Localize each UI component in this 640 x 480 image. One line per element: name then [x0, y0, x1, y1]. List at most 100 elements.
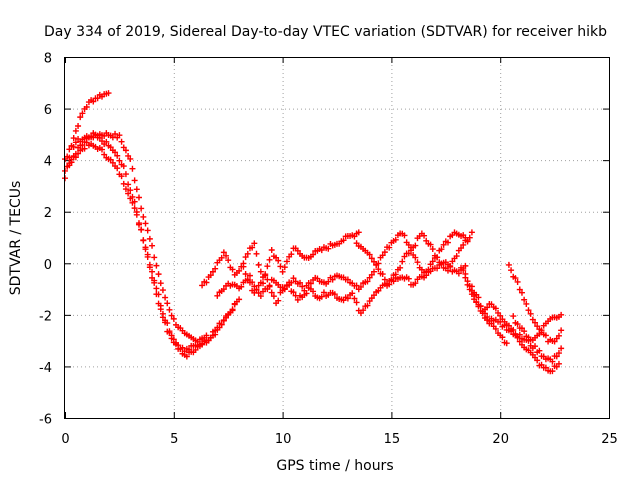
data-point — [405, 275, 412, 282]
series-track-2 — [62, 130, 210, 345]
data-point — [397, 264, 404, 271]
data-point — [516, 286, 523, 293]
data-point — [220, 286, 227, 293]
data-point — [318, 293, 325, 300]
data-point — [192, 346, 199, 353]
data-point — [268, 289, 275, 296]
data-point — [532, 319, 539, 326]
data-point — [209, 268, 216, 275]
data-point — [499, 334, 506, 341]
data-point — [364, 302, 371, 309]
data-point — [464, 281, 471, 288]
data-point — [116, 157, 123, 164]
data-point — [229, 306, 236, 313]
data-point — [462, 262, 469, 269]
data-point — [532, 343, 539, 350]
data-point — [155, 300, 162, 307]
data-point — [297, 279, 304, 286]
data-point — [183, 353, 190, 360]
data-points — [62, 90, 565, 375]
data-point — [238, 283, 245, 290]
data-point — [155, 271, 162, 278]
data-point — [125, 181, 132, 188]
data-point — [118, 138, 125, 145]
data-point — [558, 345, 565, 352]
data-point — [223, 314, 230, 321]
x-tick-label: 0 — [61, 432, 69, 447]
data-point — [162, 294, 169, 301]
series-track-12 — [505, 261, 565, 345]
data-point — [66, 146, 73, 153]
data-point — [514, 278, 521, 285]
data-point — [168, 312, 175, 319]
data-point — [521, 296, 528, 303]
data-point — [299, 283, 306, 290]
data-point — [281, 264, 288, 271]
x-axis-label: GPS time / hours — [276, 458, 393, 474]
data-point — [246, 272, 253, 279]
data-point — [140, 237, 147, 244]
data-point — [214, 292, 221, 299]
data-point — [103, 138, 110, 145]
data-point — [444, 239, 451, 246]
data-point — [434, 265, 441, 272]
data-point — [518, 289, 525, 296]
data-point — [288, 251, 295, 258]
data-point — [427, 241, 434, 248]
data-point — [157, 306, 164, 313]
x-tick-label: 15 — [384, 432, 401, 447]
data-point — [70, 135, 77, 142]
data-point — [458, 245, 465, 252]
data-point — [125, 190, 132, 197]
data-point — [257, 268, 264, 275]
data-point — [449, 258, 456, 265]
data-point — [229, 266, 236, 273]
data-point — [116, 132, 123, 139]
data-point — [286, 281, 293, 288]
data-point — [77, 114, 84, 121]
data-point — [455, 270, 462, 277]
data-point — [242, 254, 249, 261]
data-point — [399, 258, 406, 265]
data-point — [501, 322, 508, 329]
data-point — [392, 271, 399, 278]
y-tick-label: 4 — [44, 155, 52, 170]
data-point — [133, 186, 140, 193]
data-point — [423, 272, 430, 279]
data-point — [246, 279, 253, 286]
data-point — [412, 242, 419, 249]
data-point — [122, 147, 129, 154]
data-point — [268, 246, 275, 253]
series-track-4 — [66, 131, 238, 360]
data-point — [460, 267, 467, 274]
data-point — [438, 246, 445, 253]
data-point — [444, 267, 451, 274]
data-point — [129, 193, 136, 200]
data-point — [381, 249, 388, 256]
data-point — [264, 263, 271, 270]
data-point — [492, 325, 499, 332]
data-point — [75, 122, 82, 129]
data-point — [453, 253, 460, 260]
data-point — [164, 300, 171, 307]
data-point — [460, 241, 467, 248]
data-point — [353, 299, 360, 306]
data-point — [373, 261, 380, 268]
data-point — [244, 276, 251, 283]
data-point — [133, 209, 140, 216]
data-point — [140, 213, 147, 220]
data-point — [122, 171, 129, 178]
y-tick-label: -2 — [39, 309, 52, 324]
data-point — [146, 235, 153, 242]
data-point — [153, 262, 160, 269]
data-point — [558, 311, 565, 318]
series-track-5 — [199, 229, 362, 289]
chart-title: Day 334 of 2019, Sidereal Day-to-day VTE… — [44, 24, 607, 40]
y-tick-label: 0 — [44, 258, 52, 273]
data-point — [107, 144, 114, 151]
data-point — [344, 276, 351, 283]
data-point — [79, 110, 86, 117]
data-point — [549, 368, 556, 375]
data-point — [266, 256, 273, 263]
data-point — [101, 151, 108, 158]
